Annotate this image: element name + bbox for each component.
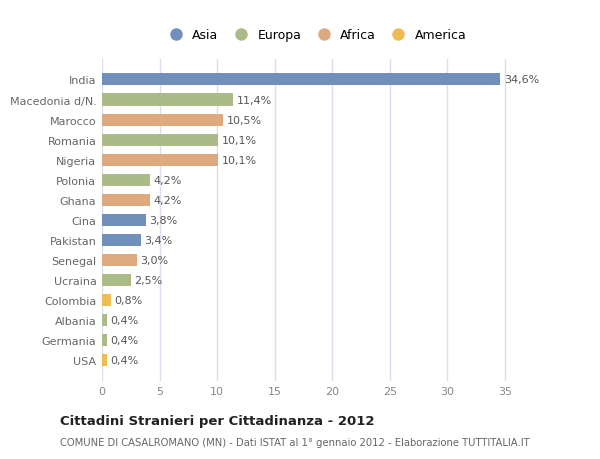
Text: 4,2%: 4,2% xyxy=(154,196,182,205)
Bar xyxy=(102,154,218,166)
Text: 0,4%: 0,4% xyxy=(110,315,139,325)
Bar xyxy=(102,134,218,146)
Text: 10,1%: 10,1% xyxy=(222,135,257,146)
Text: COMUNE DI CASALROMANO (MN) - Dati ISTAT al 1° gennaio 2012 - Elaborazione TUTTIT: COMUNE DI CASALROMANO (MN) - Dati ISTAT … xyxy=(60,437,530,447)
Text: 34,6%: 34,6% xyxy=(504,75,539,85)
Bar xyxy=(102,94,233,106)
Text: 0,8%: 0,8% xyxy=(115,295,143,305)
Bar xyxy=(102,294,111,306)
Bar xyxy=(102,354,107,366)
Text: 10,5%: 10,5% xyxy=(226,115,262,125)
Bar xyxy=(102,194,151,206)
Bar xyxy=(102,274,131,286)
Text: 4,2%: 4,2% xyxy=(154,175,182,185)
Bar xyxy=(102,254,137,266)
Bar xyxy=(102,174,151,186)
Legend: Asia, Europa, Africa, America: Asia, Europa, Africa, America xyxy=(158,24,472,47)
Text: Cittadini Stranieri per Cittadinanza - 2012: Cittadini Stranieri per Cittadinanza - 2… xyxy=(60,414,374,428)
Text: 0,4%: 0,4% xyxy=(110,355,139,365)
Bar xyxy=(102,214,146,226)
Bar xyxy=(102,74,500,86)
Text: 3,8%: 3,8% xyxy=(149,215,178,225)
Text: 10,1%: 10,1% xyxy=(222,155,257,165)
Text: 3,4%: 3,4% xyxy=(145,235,173,245)
Bar xyxy=(102,235,141,246)
Text: 2,5%: 2,5% xyxy=(134,275,163,285)
Bar xyxy=(102,314,107,326)
Bar xyxy=(102,334,107,347)
Bar xyxy=(102,114,223,126)
Text: 0,4%: 0,4% xyxy=(110,336,139,345)
Text: 3,0%: 3,0% xyxy=(140,255,168,265)
Text: 11,4%: 11,4% xyxy=(237,95,272,105)
